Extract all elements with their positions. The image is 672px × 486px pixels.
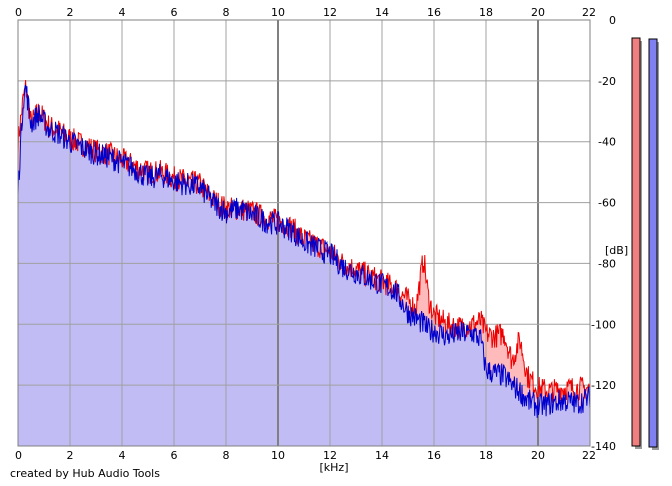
x-tick-label: 4 (119, 6, 126, 19)
x-tick-label: 16 (427, 449, 441, 462)
y-tick-label: -120 (591, 379, 616, 392)
x-tick-label: 2 (67, 6, 74, 19)
x-tick-label: 12 (323, 449, 337, 462)
y-tick-label: -100 (591, 318, 616, 331)
series-line-right (17, 84, 591, 418)
x-tick-label: 10 (271, 6, 285, 19)
x-tick-label: 6 (171, 449, 178, 462)
y-tick-labels: 0 -20 -40 -60 -80 -100 -120 -140 (591, 14, 616, 453)
x-tick-label: 6 (171, 6, 178, 19)
x-tick-labels-top: 0 2 4 6 8 10 12 14 16 18 20 22 (15, 6, 596, 19)
y-tick-label: -140 (591, 440, 616, 453)
x-tick-label: 14 (375, 449, 389, 462)
spectrum-lines (17, 79, 591, 418)
y-tick-label: -20 (598, 75, 616, 88)
x-tick-label: 4 (119, 449, 126, 462)
y-tick-label: -60 (598, 197, 616, 210)
x-tick-label: 10 (271, 449, 285, 462)
x-tick-label: 0 (15, 6, 22, 19)
x-tick-label: 0 (15, 449, 22, 462)
x-tick-label: 20 (531, 6, 545, 19)
area-right (18, 84, 590, 447)
x-tick-label: 22 (582, 6, 596, 19)
level-meters (631, 37, 659, 450)
plot-border (17, 19, 591, 447)
x-tick-label: 18 (479, 6, 493, 19)
x-axis-label: [kHz] (320, 461, 349, 474)
y-axis-label: [dB] (605, 244, 628, 257)
x-tick-label: 8 (223, 6, 230, 19)
x-tick-label: 22 (582, 449, 596, 462)
x-tick-label: 14 (375, 6, 389, 19)
y-tick-label: 0 (609, 14, 616, 27)
x-tick-label: 18 (479, 449, 493, 462)
level-meter-right (648, 38, 658, 448)
y-tick-label: -80 (598, 257, 616, 270)
credit-text: created by Hub Audio Tools (10, 467, 160, 480)
level-meter-left (631, 37, 641, 447)
x-tick-label: 20 (531, 449, 545, 462)
x-tick-labels-bottom: 0 2 4 6 8 10 12 14 16 18 20 22 (15, 449, 596, 462)
x-tick-label: 8 (223, 449, 230, 462)
x-tick-label: 16 (427, 6, 441, 19)
x-tick-label: 12 (323, 6, 337, 19)
x-tick-label: 2 (67, 449, 74, 462)
y-tick-label: -40 (598, 136, 616, 149)
